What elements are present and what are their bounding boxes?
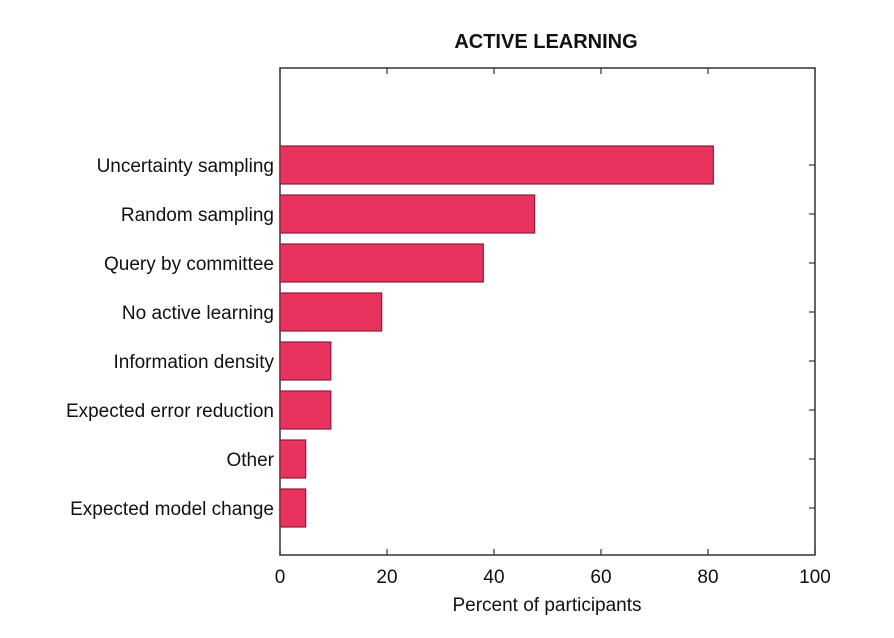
x-tick-label: 80 <box>697 567 718 588</box>
bar <box>279 488 307 528</box>
x-ticks: 0 20 40 60 80 100 <box>275 68 831 588</box>
chart-title: ACTIVE LEARNING <box>454 31 637 53</box>
category-label: No active learning <box>122 303 274 324</box>
category-label: Other <box>226 450 274 471</box>
x-tick-label: 40 <box>483 567 504 588</box>
x-tick-label: 100 <box>799 567 831 588</box>
x-axis-label: Percent of participants <box>452 595 641 616</box>
bars-group <box>279 145 714 528</box>
y-ticks <box>809 164 815 509</box>
x-tick-label: 20 <box>376 567 397 588</box>
bar <box>279 194 536 234</box>
bar <box>279 439 307 479</box>
bar <box>279 145 714 185</box>
category-label: Expected error reduction <box>66 401 274 422</box>
category-label: Information density <box>113 352 274 373</box>
bar <box>279 390 332 430</box>
bar <box>279 292 383 332</box>
category-label: Random sampling <box>121 205 274 226</box>
category-label: Query by committee <box>104 254 274 275</box>
category-labels: Uncertainty sampling Random sampling Query… <box>66 156 275 520</box>
category-label: Expected model change <box>70 499 274 520</box>
category-label: Uncertainty sampling <box>97 156 274 177</box>
x-tick-label: 0 <box>275 567 286 588</box>
bar <box>279 243 484 283</box>
x-tick-label: 60 <box>590 567 611 588</box>
bar <box>279 341 332 381</box>
